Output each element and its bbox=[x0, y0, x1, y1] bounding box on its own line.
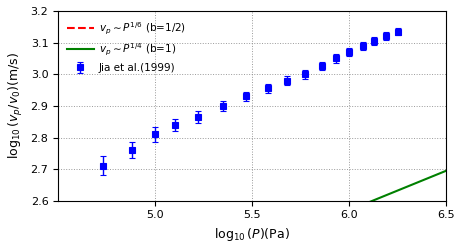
Line: $v_p \sim P^{1/4}$ (b=1): $v_p \sim P^{1/4}$ (b=1) bbox=[58, 171, 446, 250]
$v_p \sim P^{1/4}$ (b=1) bbox=[444, 169, 449, 172]
$v_p \sim P^{1/4}$ (b=1) bbox=[410, 183, 416, 186]
X-axis label: $\log_{10}(P)(\mathrm{Pa})$: $\log_{10}(P)(\mathrm{Pa})$ bbox=[214, 226, 290, 243]
$v_p \sim P^{1/4}$ (b=1) bbox=[424, 177, 430, 180]
Y-axis label: $\log_{10}(v_p/v_0)(\mathrm{m/s})$: $\log_{10}(v_p/v_0)(\mathrm{m/s})$ bbox=[7, 52, 25, 159]
Legend: $v_p \sim P^{1/6}$ (b=1/2), $v_p \sim P^{1/4}$ (b=1), Jia et al.(1999): $v_p \sim P^{1/6}$ (b=1/2), $v_p \sim P^… bbox=[63, 16, 190, 77]
